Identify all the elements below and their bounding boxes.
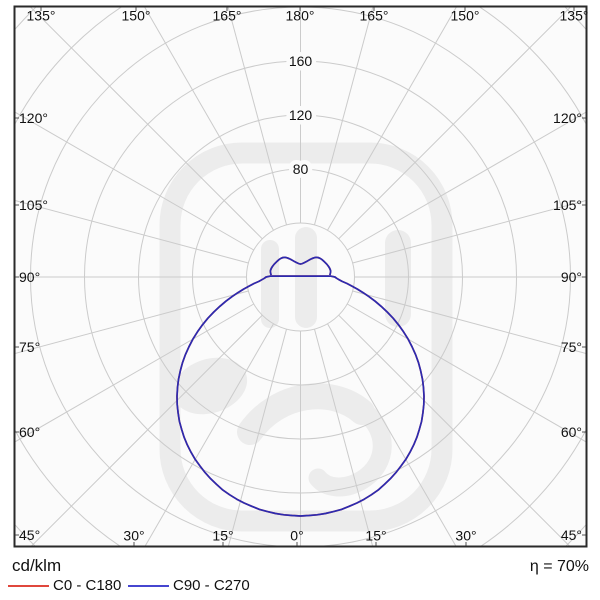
angle-label: 60° — [561, 424, 582, 440]
legend-line-c90-icon — [128, 585, 169, 587]
frame-border — [13, 5, 588, 548]
angle-label: 15° — [365, 528, 386, 544]
angle-label: 30° — [455, 528, 476, 544]
units-label: cd/klm — [12, 556, 62, 575]
ring-label: 80 — [293, 161, 309, 177]
legend-label-c0: C0 - C180 — [53, 577, 122, 594]
curve-c90-c270 — [176, 256, 425, 517]
ring-label: 160 — [289, 53, 313, 69]
ring-label: 120 — [289, 107, 313, 123]
angle-label: 180° — [286, 8, 315, 24]
angle-label: 105° — [553, 197, 582, 213]
legend-label-c90: C90 - C270 — [173, 577, 250, 594]
angle-label: 90° — [19, 269, 40, 285]
angle-label: 165° — [213, 8, 242, 24]
watermark-logo-icon — [159, 142, 453, 532]
angle-label: 0° — [290, 528, 303, 544]
curves — [176, 256, 425, 517]
angle-label: 150° — [451, 8, 480, 24]
angle-label: 90° — [561, 269, 582, 285]
angle-label: 30° — [123, 528, 144, 544]
angle-label: 15° — [212, 528, 233, 544]
angle-label: 135° — [27, 8, 56, 24]
angle-label: 45° — [561, 527, 582, 543]
angle-label: 105° — [19, 197, 48, 213]
legend: C0 - C180 C90 - C270 — [0, 577, 600, 597]
angle-label: 150° — [122, 8, 151, 24]
angle-label: 120° — [19, 110, 48, 126]
angle-label: 165° — [360, 8, 389, 24]
angle-label: 120° — [553, 110, 582, 126]
angle-label: 135° — [560, 8, 589, 24]
legend-line-c0-icon — [8, 585, 49, 587]
efficiency-value: η = 70% — [529, 558, 589, 575]
angle-label: 75° — [19, 339, 40, 355]
angle-label: 75° — [561, 339, 582, 355]
angle-label: 45° — [19, 527, 40, 543]
angle-label: 60° — [19, 424, 40, 440]
